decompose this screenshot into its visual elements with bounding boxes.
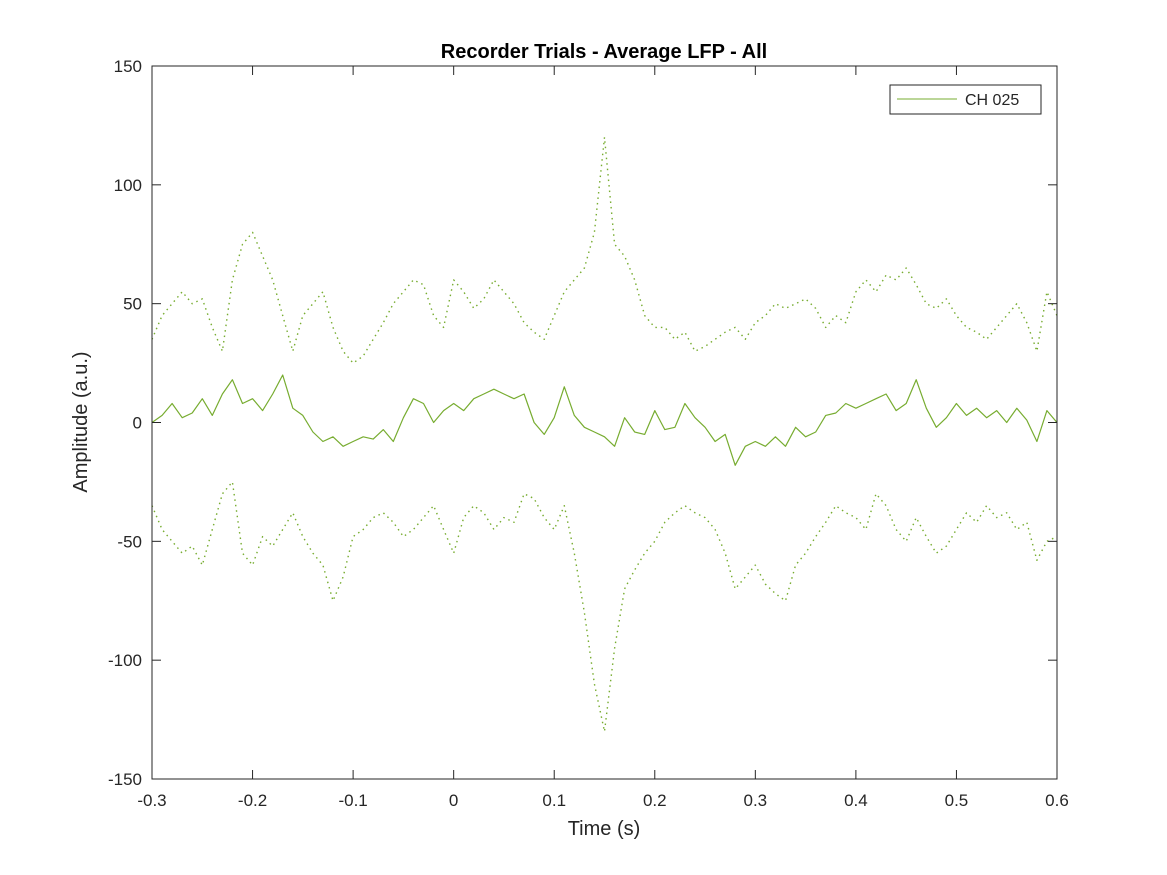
y-axis-label: Amplitude (a.u.) bbox=[70, 351, 92, 492]
x-tick-label: -0.1 bbox=[338, 791, 367, 810]
legend-label: CH 025 bbox=[965, 92, 1019, 109]
x-tick-label: 0.1 bbox=[542, 791, 566, 810]
x-tick-label: -0.2 bbox=[238, 791, 267, 810]
axes-box bbox=[151, 65, 1058, 780]
chart-title: Recorder Trials - Average LFP - All bbox=[441, 41, 767, 63]
y-tick-label: -150 bbox=[108, 770, 142, 789]
x-tick-label: 0.2 bbox=[643, 791, 667, 810]
series-line-dotted-1 bbox=[151, 136, 1058, 364]
y-tick-label: 150 bbox=[114, 57, 142, 76]
y-axis: -150 -100 -50 0 50 100 150 bbox=[108, 57, 1057, 789]
x-tick-label: 0.3 bbox=[744, 791, 768, 810]
x-tick-label: -0.3 bbox=[137, 791, 166, 810]
series-line-ch025 bbox=[151, 374, 1058, 466]
y-tick-label: 100 bbox=[114, 176, 142, 195]
x-axis: -0.3 -0.2 -0.1 0 0.1 0.2 0.3 0.4 0.5 0.6 bbox=[137, 66, 1069, 810]
plot-area bbox=[151, 136, 1058, 733]
x-tick-label: 0.5 bbox=[945, 791, 969, 810]
legend: CH 025 bbox=[889, 84, 1042, 115]
y-tick-label: -100 bbox=[108, 651, 142, 670]
y-tick-label: -50 bbox=[117, 532, 142, 551]
y-tick-label: 50 bbox=[123, 295, 142, 314]
x-axis-label: Time (s) bbox=[568, 818, 641, 840]
x-tick-label: 0.4 bbox=[844, 791, 868, 810]
x-tick-label: 0 bbox=[449, 791, 458, 810]
series-line-dotted-2 bbox=[151, 481, 1058, 733]
x-tick-label: 0.6 bbox=[1045, 791, 1069, 810]
y-tick-label: 0 bbox=[133, 414, 142, 433]
